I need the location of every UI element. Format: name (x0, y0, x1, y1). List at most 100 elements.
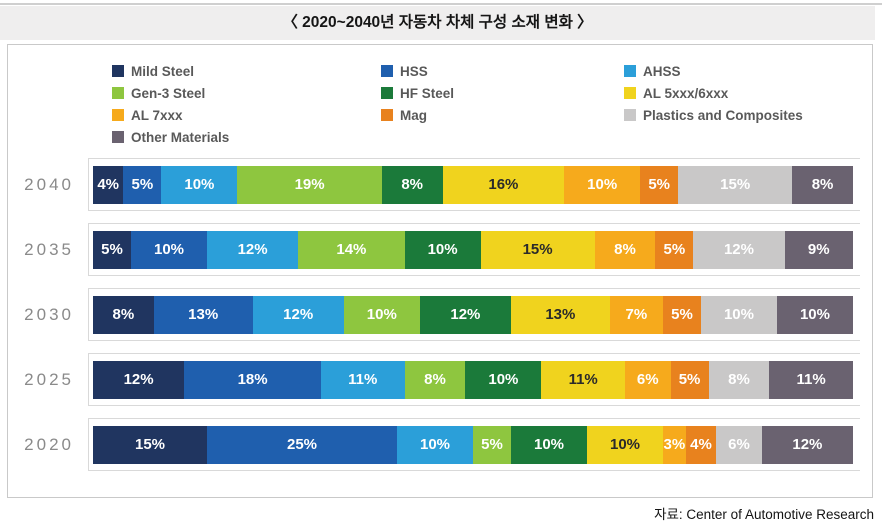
segment-value-label: 18% (237, 371, 268, 388)
bar-band: 15% 25% 10% 5% 10% 10% 3% 4% 6% 12% (88, 418, 860, 471)
bar-segment: 15% (480, 231, 595, 269)
legend-label: HSS (400, 63, 428, 79)
bar-segment: 5% (473, 426, 511, 464)
segment-value-label: 10% (587, 176, 618, 193)
legend-swatch-icon (624, 109, 636, 121)
bar-segment: 4% (93, 166, 124, 204)
segment-value-label: 10% (419, 436, 451, 453)
bar-segment: 10% (564, 166, 641, 204)
legend-item: Plastics and Composites (624, 108, 803, 123)
stacked-bar: 12% 18% 11% 8% 10% 11% 6% 5% 8% 11% (93, 361, 853, 399)
segment-value-label: 16% (488, 176, 519, 193)
bar-segment: 11% (541, 361, 625, 399)
bar-segment: 12% (207, 231, 299, 269)
bar-segment: 14% (298, 231, 405, 269)
legend-label: Mild Steel (131, 63, 195, 79)
bar-band: 5% 10% 12% 14% 10% 15% 8% 5% 12% 9% (88, 223, 860, 276)
legend-swatch-icon (112, 131, 124, 143)
segment-value-label: 12% (237, 241, 268, 258)
bar-segment: 12% (761, 426, 853, 464)
bar-segment: 12% (93, 361, 185, 399)
legend-swatch-icon (624, 87, 636, 99)
bar-segment: 15% (678, 166, 793, 204)
segment-value-label: 10% (488, 371, 519, 388)
top-divider-line (0, 3, 882, 5)
year-label: 2025 (24, 370, 74, 389)
year-label: 2030 (24, 305, 74, 324)
segment-value-label: 6% (728, 436, 750, 453)
bar-segment: 10% (131, 231, 207, 269)
segment-value-label: 10% (723, 306, 754, 323)
segment-value-label: 19% (294, 176, 325, 193)
bar-segment: 12% (693, 231, 785, 269)
segment-value-label: 12% (450, 306, 481, 323)
segment-value-label: 11% (796, 371, 826, 388)
segment-value-label: 4% (97, 176, 120, 193)
bar-segment: 8% (404, 361, 466, 399)
year-label: 2035 (24, 240, 74, 259)
segment-value-label: 11% (348, 371, 378, 388)
bar-row: 2025 12% 18% 11% 8% 10% 11% 6% 5% 8% 11% (0, 353, 860, 406)
segment-value-label: 10% (609, 436, 641, 453)
segment-value-label: 15% (134, 436, 166, 453)
segment-value-label: 12% (283, 306, 314, 323)
year-label: 2020 (24, 435, 74, 454)
bar-segment: 3% (663, 426, 686, 464)
segment-value-label: 11% (568, 371, 598, 388)
bar-row: 2030 8% 13% 12% 10% 12% 13% 7% 5% 10% 10% (0, 288, 860, 341)
bar-segment: 10% (587, 426, 663, 464)
bar-segment: 25% (207, 426, 397, 464)
bar-segment: 16% (442, 166, 565, 204)
bar-row: 2020 15% 25% 10% 5% 10% 10% 3% 4% 6% 12% (0, 418, 860, 471)
segment-value-label: 9% (807, 241, 830, 258)
segment-value-label: 6% (636, 371, 659, 388)
segment-value-label: 5% (101, 241, 123, 258)
segment-value-label: 10% (799, 306, 830, 323)
bar-segment: 8% (708, 361, 770, 399)
legend-item: HSS (381, 64, 624, 79)
bar-segment: 8% (594, 231, 656, 269)
segment-value-label: 5% (131, 176, 154, 193)
legend-item: Other Materials (112, 130, 381, 145)
bar-segment: 18% (184, 361, 321, 399)
legend-item: Mild Steel (112, 64, 381, 79)
legend-label: Mag (400, 107, 427, 123)
bar-segment: 10% (511, 426, 587, 464)
legend-item: AHSS (624, 64, 803, 79)
legend-item: AL 7xxx (112, 108, 381, 123)
segment-value-label: 25% (286, 436, 318, 453)
segment-value-label: 10% (153, 241, 185, 258)
bar-segment: 10% (161, 166, 238, 204)
legend-swatch-icon (381, 87, 393, 99)
bar-segment: 15% (93, 426, 207, 464)
legend-swatch-icon (112, 109, 124, 121)
legend-item: HF Steel (381, 86, 624, 101)
bar-row: 2035 5% 10% 12% 14% 10% 15% 8% 5% 12% 9% (0, 223, 860, 276)
bar-segment: 6% (624, 361, 671, 399)
segment-value-label: 10% (427, 241, 458, 258)
legend-swatch-icon (112, 65, 124, 77)
segment-value-label: 15% (522, 241, 553, 258)
bar-segment: 10% (343, 296, 420, 334)
bar-segment: 13% (510, 296, 610, 334)
segment-value-label: 5% (648, 176, 671, 193)
bar-band: 8% 13% 12% 10% 12% 13% 7% 5% 10% 10% (88, 288, 860, 341)
segment-value-label: 10% (184, 176, 215, 193)
legend-label: AL 7xxx (131, 107, 183, 123)
bar-segment: 10% (700, 296, 777, 334)
segment-value-label: 7% (625, 306, 648, 323)
bar-segment: 12% (419, 296, 511, 334)
segment-value-label: 12% (723, 241, 754, 258)
bar-segment: 5% (93, 231, 131, 269)
chart-title: 〈 2020~2040년 자동차 차체 구성 소재 변화 〉 (0, 6, 875, 40)
bar-segment: 8% (93, 296, 154, 334)
stacked-bar: 15% 25% 10% 5% 10% 10% 3% 4% 6% 12% (93, 426, 853, 464)
segment-value-label: 5% (663, 241, 686, 258)
segment-value-label: 13% (188, 306, 219, 323)
segment-value-label: 8% (401, 176, 424, 193)
bar-segment: 8% (381, 166, 443, 204)
segment-value-label: 15% (720, 176, 751, 193)
segment-value-label: 14% (336, 241, 367, 258)
segment-value-label: 8% (728, 371, 750, 388)
